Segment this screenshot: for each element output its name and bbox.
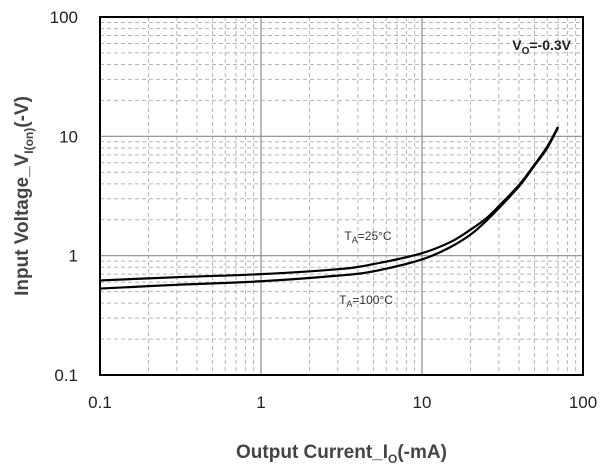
x-tick-labels: 0.1 1 10 100 <box>88 393 597 412</box>
x-tick-label: 0.1 <box>88 393 112 412</box>
y-tick-label: 10 <box>59 127 78 146</box>
series-curves <box>99 126 560 290</box>
series-label-100c: TA=100°C <box>339 293 393 309</box>
y-axis-title: Input Voltage_VI(on)(-V) <box>12 96 36 296</box>
x-tick-label: 100 <box>569 393 597 412</box>
plot-area <box>99 16 584 376</box>
y-tick-labels: 0.1 1 10 100 <box>50 8 78 385</box>
y-tick-label: 0.1 <box>54 366 78 385</box>
minor-grid <box>100 17 583 375</box>
x-tick-label: 10 <box>413 393 432 412</box>
curve-ta-25c <box>99 126 560 282</box>
major-grid <box>100 17 583 375</box>
y-tick-label: 1 <box>69 247 78 266</box>
curve-ta-100c <box>99 126 560 290</box>
series-label-25c: TA=25°C <box>344 229 392 245</box>
x-axis-title: Output Current_IO(-mA) <box>236 442 447 466</box>
y-tick-label: 100 <box>50 8 78 27</box>
x-tick-label: 1 <box>256 393 265 412</box>
condition-label: VO=-0.3V <box>512 37 571 57</box>
